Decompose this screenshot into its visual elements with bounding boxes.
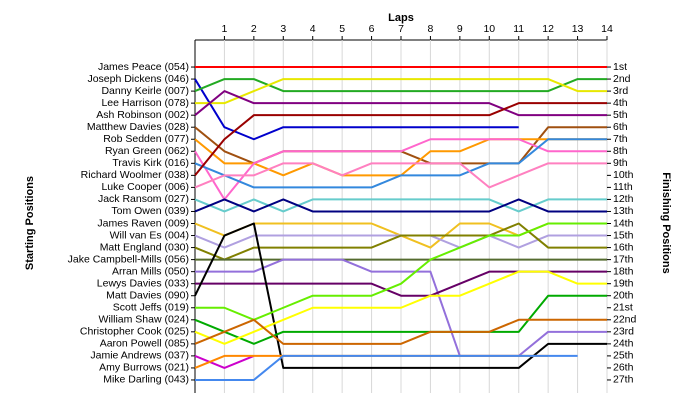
x-tick-label: 2 xyxy=(251,23,257,35)
legend-label: Will van Es (004) xyxy=(110,229,189,241)
y2-tick-label: 5th xyxy=(613,109,628,121)
y2-tick-label: 19th xyxy=(613,277,634,289)
y2-tick-label: 24th xyxy=(613,338,634,350)
lap-line xyxy=(194,198,607,213)
lap-line xyxy=(194,78,607,93)
y2-tick-label: 9th xyxy=(613,157,628,169)
y2-tick-label: 22nd xyxy=(613,314,637,326)
legend-label: Matt England (030) xyxy=(100,241,189,253)
lap-line xyxy=(194,138,607,189)
lap-line xyxy=(194,318,607,345)
lap-line xyxy=(195,354,578,381)
legend-label: Arran Mills (050) xyxy=(112,265,189,277)
legend-label: Amy Burrows (021) xyxy=(99,362,189,374)
y2-tick-label: 2nd xyxy=(613,73,631,85)
y2-tick-label: 23rd xyxy=(613,326,634,338)
legend-label: Jamie Andrews (037) xyxy=(90,350,189,362)
y2-tick-label: 6th xyxy=(613,121,628,133)
legend-label: Danny Keirle (007) xyxy=(101,85,189,97)
y2-tick-label: 26th xyxy=(613,362,634,374)
legend-label: Rob Sedden (077) xyxy=(103,133,189,145)
legend-label: Matt Davies (090) xyxy=(106,289,189,301)
y2-tick-label: 25th xyxy=(613,350,634,362)
x-tick-label: 13 xyxy=(572,23,584,35)
y2-tick-label: 13th xyxy=(613,205,634,217)
lap-line xyxy=(194,294,607,345)
y2-tick-label: 15th xyxy=(613,229,634,241)
legend-label: Scott Jeffs (019) xyxy=(113,302,189,314)
y2-tick-label: 21st xyxy=(613,302,633,314)
legend-label: Tom Owen (039) xyxy=(111,205,189,217)
lap-line xyxy=(194,78,519,141)
y2-tick-label: 7th xyxy=(613,133,628,145)
x-tick-label: 14 xyxy=(601,23,613,35)
y2-tick-label: 27th xyxy=(613,374,634,386)
legend-label: Lee Harrison (078) xyxy=(101,97,189,109)
lap-line xyxy=(194,198,607,213)
x-tick-label: 7 xyxy=(398,23,404,35)
legend-label: Jack Ransom (027) xyxy=(98,193,189,205)
legend-label: James Raven (009) xyxy=(97,217,189,229)
lap-line xyxy=(194,222,607,369)
legend-label: Christopher Cook (025) xyxy=(80,326,189,338)
legend-label: Lewys Davies (033) xyxy=(97,277,189,289)
y2-tick-label: 3rd xyxy=(613,85,628,97)
x-tick-label: 11 xyxy=(513,23,524,35)
legend-label: Ash Robinson (002) xyxy=(96,109,189,121)
lap-line xyxy=(194,90,607,117)
lap-line xyxy=(194,102,607,176)
x-tick-label: 12 xyxy=(542,23,554,35)
y2-tick-label: 8th xyxy=(613,145,628,157)
legend-label: James Peace (054) xyxy=(98,61,189,73)
x-tick-label: 1 xyxy=(222,23,228,35)
x-tick-label: 3 xyxy=(280,23,286,35)
lap-line xyxy=(194,162,607,189)
legend-label: Jake Campbell-Mills (056) xyxy=(68,253,189,265)
lap-line xyxy=(194,354,255,369)
legend-label: William Shaw (024) xyxy=(99,314,189,326)
y2-tick-label: 11th xyxy=(613,181,633,193)
legend-label: Ryan Green (062) xyxy=(105,145,189,157)
chart-title: Laps xyxy=(388,12,414,24)
legend-label: Aaron Powell (085) xyxy=(100,338,189,350)
y2-tick-label: 10th xyxy=(613,169,634,181)
legend-label: Richard Woolmer (038) xyxy=(81,169,189,181)
x-tick-label: 8 xyxy=(428,23,434,35)
lap-line xyxy=(194,222,607,261)
x-tick-label: 10 xyxy=(483,23,495,35)
y2-tick-label: 18th xyxy=(613,265,634,277)
legend-label: Joseph Dickens (046) xyxy=(87,73,189,85)
x-tick-label: 5 xyxy=(339,23,345,35)
lap-line xyxy=(195,78,607,105)
y2-tick-label: 16th xyxy=(613,241,634,253)
y2-tick-label: 12th xyxy=(613,193,634,205)
x-tick-label: 9 xyxy=(457,23,463,35)
y2-tick-label: 1st xyxy=(613,61,627,73)
legend-label: Mike Darling (043) xyxy=(103,374,189,386)
legend-label: Luke Cooper (006) xyxy=(101,181,189,193)
lap-line xyxy=(195,222,607,321)
x-tick-label: 6 xyxy=(369,23,375,35)
y2-tick-label: 20th xyxy=(613,289,634,301)
y2-tick-label: 17th xyxy=(613,253,634,265)
legend-label: Matthew Davies (028) xyxy=(87,121,189,133)
y2-tick-label: 4th xyxy=(613,97,628,109)
y2-axis-label: Finishing Positions xyxy=(660,172,672,273)
y2-tick-label: 14th xyxy=(613,217,634,229)
y-axis-label: Starting Positions xyxy=(24,176,36,270)
x-tick-label: 4 xyxy=(310,23,316,35)
legend-label: Travis Kirk (016) xyxy=(112,157,189,169)
